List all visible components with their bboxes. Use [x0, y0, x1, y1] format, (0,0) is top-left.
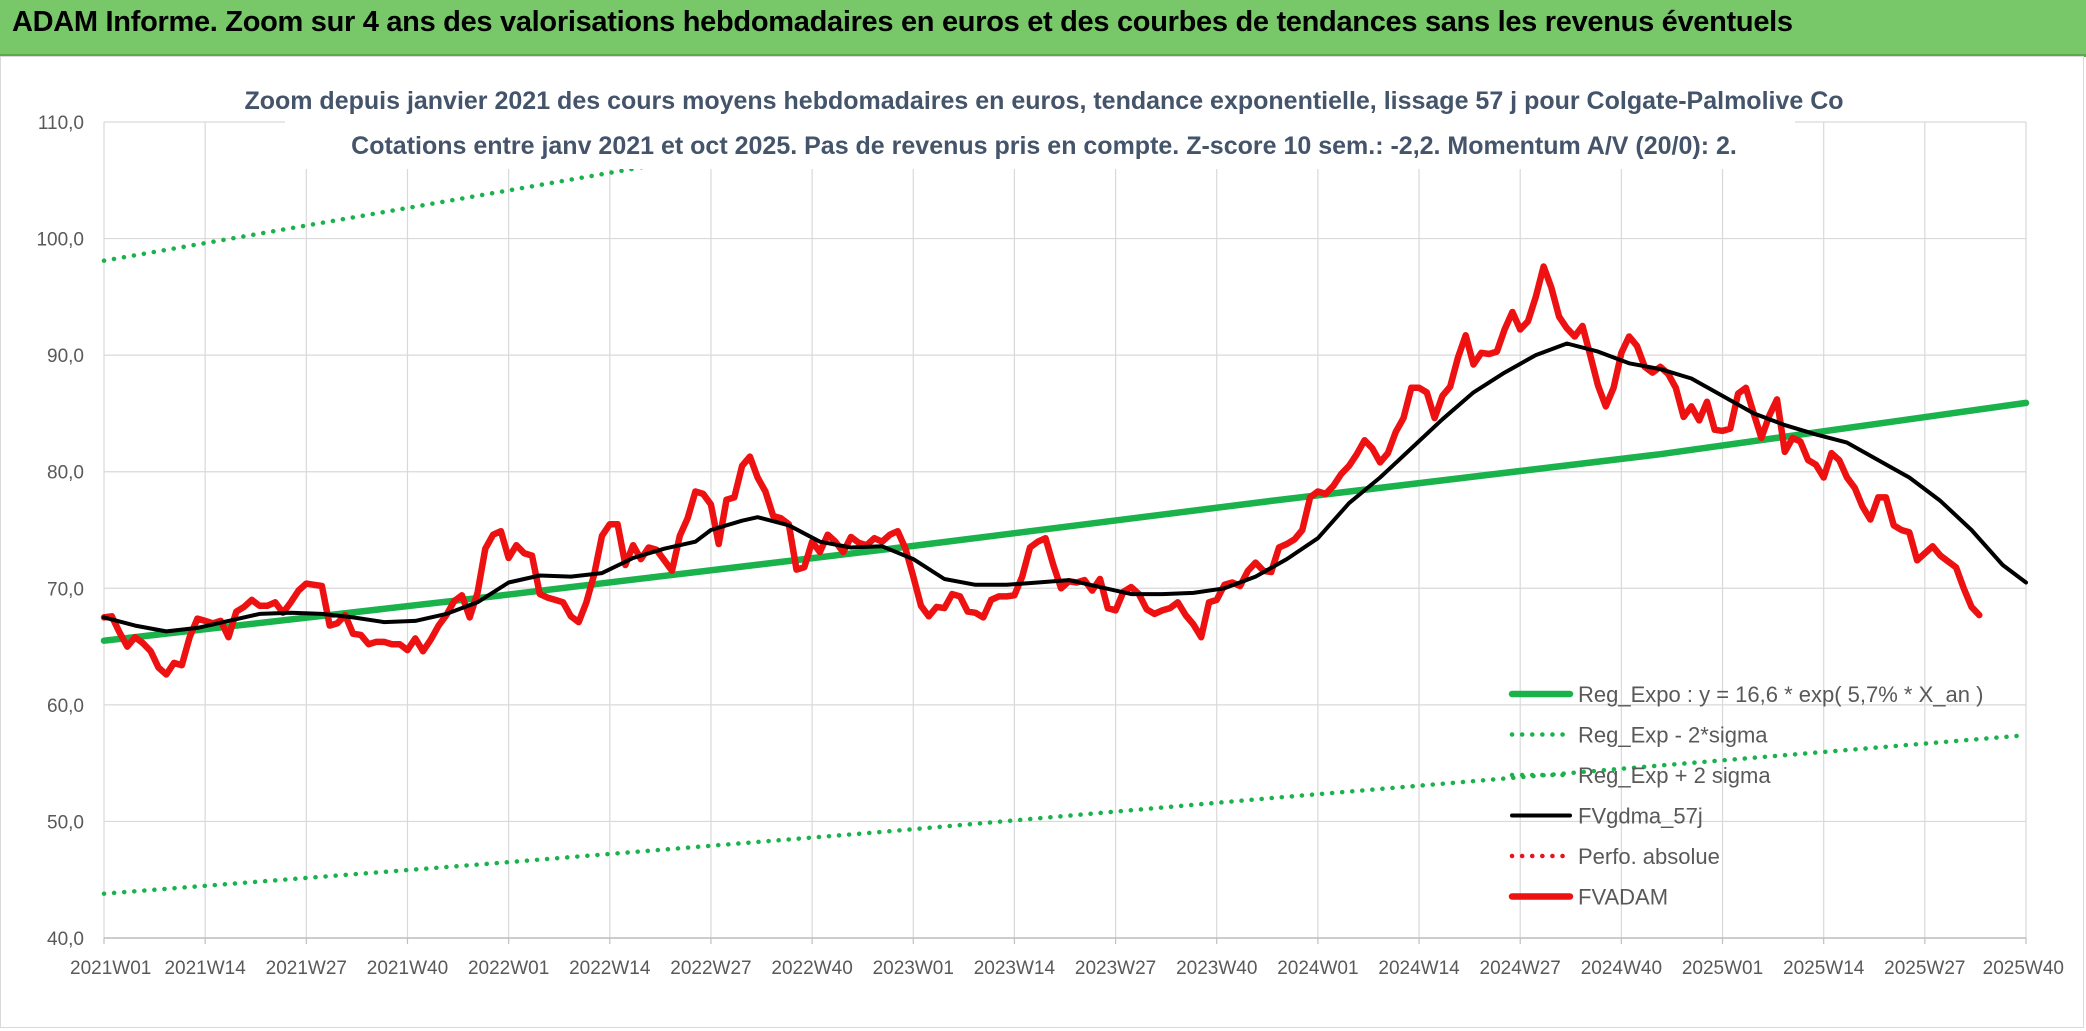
y-tick-label: 100,0: [36, 230, 84, 251]
chart-legend: Reg_Expo : y = 16,6 * exp( 5,7% * X_an )…: [1508, 682, 1983, 910]
y-tick-label: 40,0: [47, 929, 84, 950]
chart-title: Zoom depuis janvier 2021 des cours moyen…: [244, 87, 1843, 115]
series-layer: [100, 122, 2030, 896]
series-line-1: [101, 732, 2029, 896]
legend-label: FVgdma_57j: [1578, 804, 1703, 829]
x-tick-label: 2025W14: [1783, 958, 1865, 979]
x-tick-label: 2021W14: [164, 958, 246, 979]
report-title: ADAM Informe. Zoom sur 4 ans des valoris…: [12, 6, 1793, 38]
x-tick-label: 2024W40: [1581, 958, 1662, 979]
x-tick-label: 2024W01: [1277, 958, 1358, 979]
report-banner: ADAM Informe. Zoom sur 4 ans des valoris…: [0, 0, 2086, 57]
legend-label: Reg_Exp + 2 sigma: [1578, 763, 1771, 788]
gridlines: [103, 121, 2027, 944]
chart-subtitle: Cotations entre janv 2021 et oct 2025. P…: [351, 132, 1737, 160]
x-tick-label: 2021W27: [266, 958, 347, 979]
x-tick-label: 2025W27: [1884, 958, 1965, 979]
legend-label: Reg_Exp - 2*sigma: [1578, 723, 1768, 748]
x-tick-label: 2022W27: [670, 958, 751, 979]
x-tick-label: 2022W14: [569, 958, 651, 979]
x-axis-ticks: 2021W01 2021W14 2021W27 2021W40 2022W01 2022W…: [70, 958, 2064, 979]
title-background: [285, 83, 1795, 169]
y-tick-label: 70,0: [47, 579, 84, 600]
series-line-5: [100, 263, 1983, 678]
x-tick-label: 2022W40: [771, 958, 852, 979]
y-tick-label: 90,0: [47, 346, 84, 367]
y-tick-label: 60,0: [47, 696, 84, 717]
y-axis-ticks: 40,0 50,0 60,0 70,0 80,0 90,0 100,0 110,0: [36, 113, 84, 950]
x-tick-label: 2023W40: [1176, 958, 1257, 979]
x-tick-label: 2024W27: [1480, 958, 1561, 979]
x-tick-label: 2023W14: [974, 958, 1056, 979]
x-tick-label: 2023W01: [873, 958, 954, 979]
series-line-3: [102, 341, 2028, 634]
legend-label: FVADAM: [1578, 885, 1668, 910]
x-tick-label: 2023W27: [1075, 958, 1156, 979]
x-tick-label: 2025W40: [1983, 958, 2064, 979]
x-tick-label: 2022W01: [468, 958, 549, 979]
y-tick-label: 80,0: [47, 463, 84, 484]
legend-label: Perfo. absolue: [1578, 844, 1720, 869]
y-tick-label: 110,0: [38, 113, 84, 134]
legend-label: Reg_Expo : y = 16,6 * exp( 5,7% * X_an ): [1578, 682, 1983, 707]
x-tick-label: 2024W14: [1378, 958, 1460, 979]
x-tick-label: 2025W01: [1682, 958, 1763, 979]
y-tick-label: 50,0: [47, 812, 84, 833]
series-line-0: [100, 399, 2030, 644]
x-tick-label: 2021W40: [367, 958, 448, 979]
chart-frame: [0, 56, 2084, 1028]
x-tick-label: 2021W01: [70, 958, 151, 979]
